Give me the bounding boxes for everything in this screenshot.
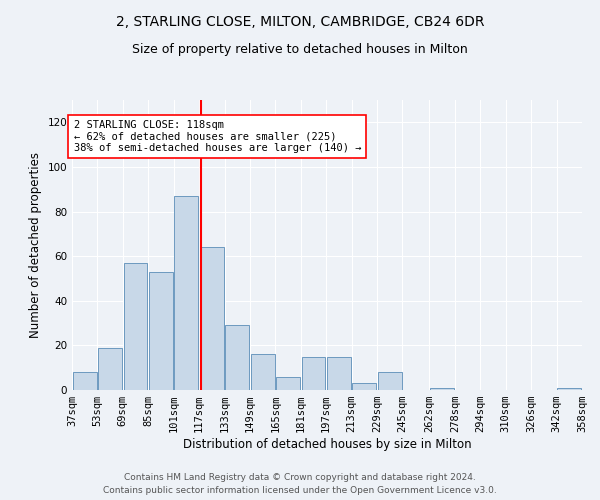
Bar <box>73 372 97 390</box>
Text: Size of property relative to detached houses in Milton: Size of property relative to detached ho… <box>132 42 468 56</box>
Bar <box>557 388 581 390</box>
Text: Contains HM Land Registry data © Crown copyright and database right 2024.: Contains HM Land Registry data © Crown c… <box>124 474 476 482</box>
Text: Contains public sector information licensed under the Open Government Licence v3: Contains public sector information licen… <box>103 486 497 495</box>
Bar <box>327 356 351 390</box>
Bar <box>251 354 275 390</box>
Text: 2 STARLING CLOSE: 118sqm
← 62% of detached houses are smaller (225)
38% of semi-: 2 STARLING CLOSE: 118sqm ← 62% of detach… <box>74 120 361 154</box>
Bar <box>378 372 401 390</box>
Bar <box>149 272 173 390</box>
Bar <box>302 356 325 390</box>
Bar <box>98 348 122 390</box>
Bar <box>175 196 199 390</box>
Bar <box>276 376 300 390</box>
Text: 2, STARLING CLOSE, MILTON, CAMBRIDGE, CB24 6DR: 2, STARLING CLOSE, MILTON, CAMBRIDGE, CB… <box>116 15 484 29</box>
Bar <box>430 388 454 390</box>
Bar <box>124 263 148 390</box>
X-axis label: Distribution of detached houses by size in Milton: Distribution of detached houses by size … <box>182 438 472 451</box>
Bar <box>226 326 249 390</box>
Bar <box>352 384 376 390</box>
Bar <box>200 247 224 390</box>
Y-axis label: Number of detached properties: Number of detached properties <box>29 152 42 338</box>
